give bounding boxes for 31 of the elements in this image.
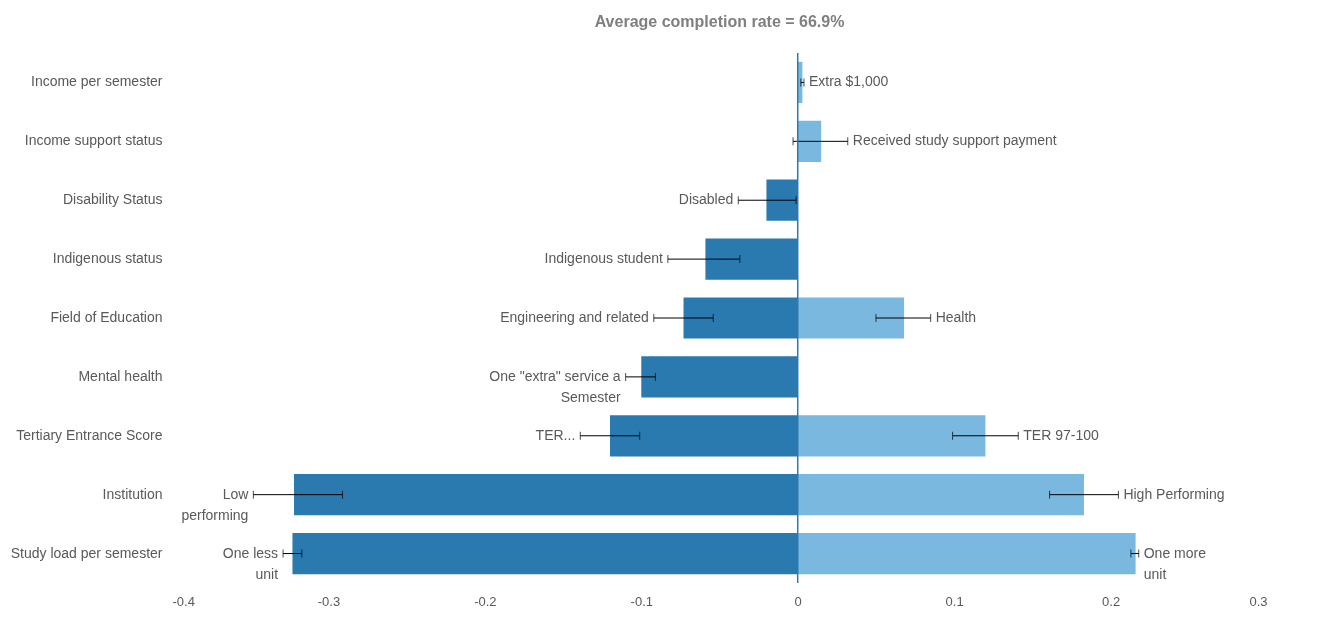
annotation: Health bbox=[935, 309, 977, 325]
x-tick-label: -0.3 bbox=[317, 593, 341, 609]
annotation: TER... bbox=[535, 426, 576, 443]
x-tick-label: 0.3 bbox=[1249, 593, 1268, 609]
x-tick-label: 0.1 bbox=[945, 593, 964, 609]
y-tick-label: Institution bbox=[102, 485, 163, 502]
annotation: Engineering and related bbox=[500, 309, 649, 325]
x-tick-label: 0 bbox=[794, 593, 802, 609]
y-tick-label: Income per semester bbox=[31, 73, 163, 90]
y-tick-label: Indigenous status bbox=[52, 250, 163, 267]
annotation: Extra $1,000 bbox=[808, 73, 889, 90]
annotation: Received study support payment bbox=[852, 132, 1057, 149]
y-tick-label: Income support status bbox=[24, 132, 163, 149]
annotation: TER 97-100 bbox=[1023, 426, 1099, 443]
annotation: One more unit bbox=[1143, 544, 1207, 582]
x-tick-label: 0.2 bbox=[1102, 593, 1121, 609]
y-tick-label: Tertiary Entrance Score bbox=[16, 426, 163, 443]
annotation: One "extra" service a Semester bbox=[489, 367, 621, 405]
x-tick-label: -0.1 bbox=[630, 593, 653, 609]
x-tick-label: -0.4 bbox=[172, 593, 195, 609]
x-tick-label: -0.2 bbox=[474, 593, 497, 609]
y-tick-label: Field of Education bbox=[50, 309, 163, 325]
y-tick-label: Study load per semester bbox=[10, 544, 163, 561]
annotation: High Performing bbox=[1123, 485, 1225, 502]
annotation: Disabled bbox=[678, 191, 734, 208]
annotation: One less unit bbox=[222, 544, 279, 582]
chart-title: Average completion rate = 66.9% bbox=[594, 13, 845, 31]
annotation: Low performing bbox=[181, 485, 250, 523]
y-tick-label: Disability Status bbox=[62, 191, 163, 208]
y-tick-label: Mental health bbox=[78, 367, 163, 384]
annotation: Indigenous student bbox=[544, 250, 663, 267]
